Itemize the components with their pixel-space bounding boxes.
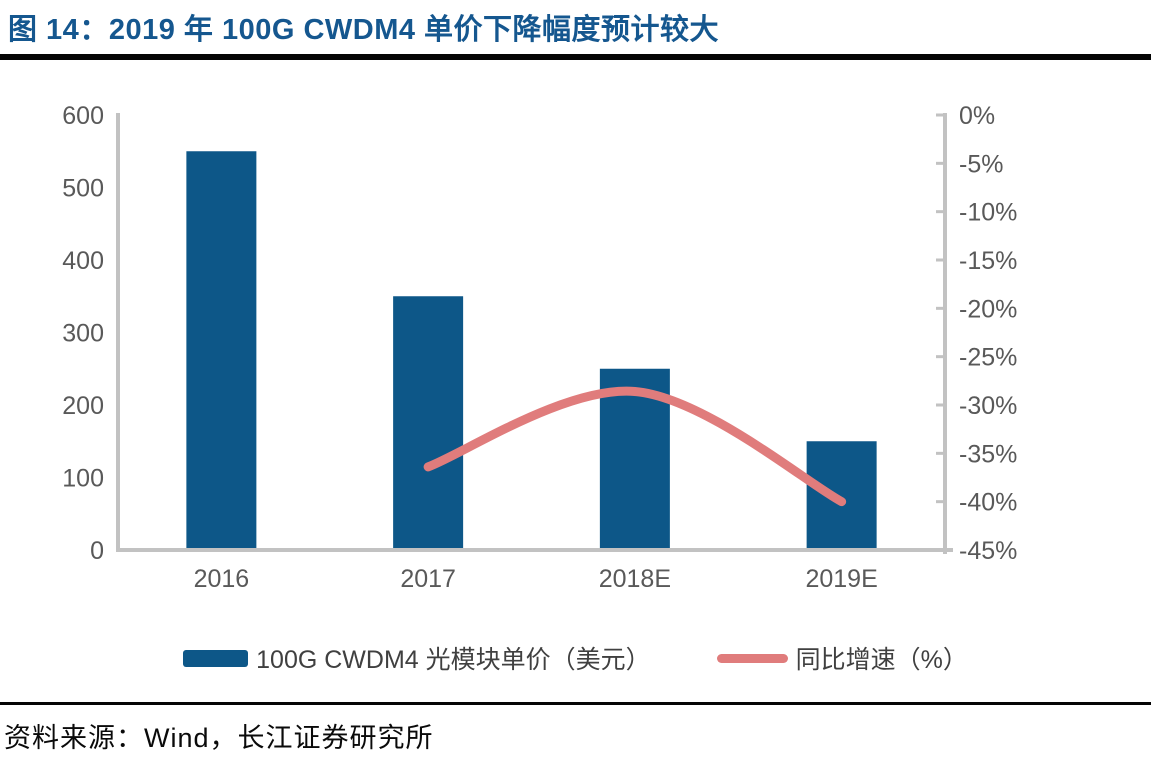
category-label: 2018E [599,565,671,593]
right-axis-tick-label: -35% [959,440,1017,468]
bar-2016 [186,151,257,550]
right-axis-tick-label: -30% [959,392,1017,420]
left-axis-tick-label: 200 [62,392,104,420]
right-axis-tick-label: 0% [959,102,995,130]
left-axis-tick-label: 600 [62,102,104,130]
left-axis-tick-label: 400 [62,247,104,275]
category-label: 2017 [400,565,456,593]
bar-2019E [806,441,877,550]
figure-title: 图 14：2019 年 100G CWDM4 单价下降幅度预计较大 [8,14,720,46]
category-label: 2016 [194,565,250,593]
growth-trend-line [423,386,847,507]
legend-item-growth: 同比增速（%） [716,640,968,676]
legend-bar-swatch [183,649,249,667]
chart-legend: 100G CWDM4 光模块单价（美元） 同比增速（%） [0,640,1151,676]
legend-item-price: 100G CWDM4 光模块单价（美元） [183,640,651,676]
left-axis-tick-label: 300 [62,320,104,348]
right-axis-tick-label: -10% [959,199,1017,227]
right-axis-tick-label: -25% [959,344,1017,372]
right-axis-tick-label: -45% [959,537,1017,565]
category-label: 2019E [805,565,877,593]
right-axis-tick-label: -5% [959,150,1003,178]
legend-label-growth: 同比增速（%） [795,646,968,674]
left-axis-tick-label: 500 [62,175,104,203]
footer-divider [0,702,1151,705]
bar-2017 [393,296,464,550]
chart-canvas: 600 500 400 300 200 100 0 0% -5% -10% -15% -20% -25%… [62,102,1017,593]
title-underline [0,54,1151,60]
legend-label-price: 100G CWDM4 光模块单价（美元） [256,646,651,674]
right-axis-tick-label: -20% [959,295,1017,323]
data-source: 资料来源：Wind，长江证券研究所 [4,723,434,753]
legend-line-swatch [716,653,788,663]
left-axis-tick-label: 100 [62,465,104,493]
right-axis-tick-label: -40% [959,489,1017,517]
left-axis-tick-label: 0 [90,537,104,565]
right-axis-tick-label: -15% [959,247,1017,275]
